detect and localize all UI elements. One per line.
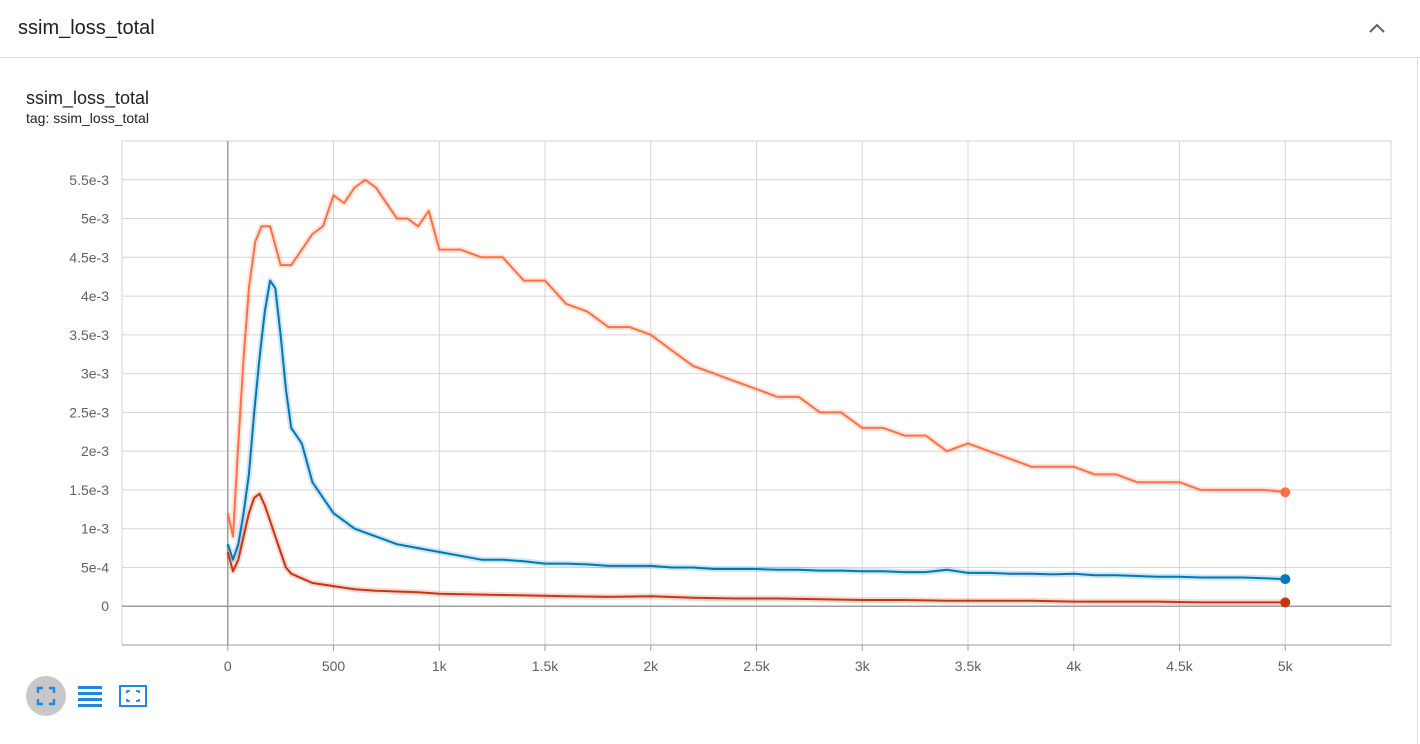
series-0-end-point: [1280, 487, 1291, 498]
y-tick-label: 4.5e-3: [69, 249, 109, 265]
y-tick-label: 5.5e-3: [69, 172, 109, 188]
y-tick-label: 2e-3: [81, 443, 109, 459]
chart-card-tag: tag: ssim_loss_total: [26, 110, 149, 126]
x-tick-label: 1k: [432, 658, 448, 674]
x-tick-label: 500: [322, 658, 346, 674]
series-1-end-point: [1280, 574, 1291, 585]
y-tick-label: 1.5e-3: [69, 482, 109, 498]
toggle-log-scale-icon: [78, 686, 102, 707]
x-tick-label: 3k: [855, 658, 871, 674]
y-tick-label: 1e-3: [81, 521, 109, 537]
section-header: ssim_loss_total: [0, 0, 1420, 58]
y-tick-label: 4e-3: [81, 288, 109, 304]
series-2-line: [226, 492, 1286, 604]
fit-domain-button[interactable]: [26, 676, 66, 716]
expand-chart-button[interactable]: [113, 676, 153, 716]
y-tick-label: 5e-3: [81, 211, 109, 227]
y-tick-label: 3.5e-3: [69, 327, 109, 343]
series-2-end-point: [1280, 597, 1291, 608]
x-tick-label: 0: [224, 658, 232, 674]
chart-card-title: ssim_loss_total: [26, 88, 150, 108]
y-tick-label: 0: [101, 598, 109, 614]
y-tick-label: 5e-4: [81, 559, 109, 575]
x-tick-label: 4k: [1066, 658, 1082, 674]
x-tick-label: 1.5k: [532, 658, 559, 674]
x-tick-label: 2.5k: [743, 658, 770, 674]
chart-card: ssim_loss_total tag: ssim_loss_total: [0, 58, 1418, 744]
toggle-log-scale-button[interactable]: [70, 676, 110, 716]
fit-domain-icon: [36, 686, 56, 706]
chevron-up-icon[interactable]: [1366, 18, 1388, 40]
x-tick-label: 3.5k: [955, 658, 982, 674]
expand-icon: [119, 685, 147, 707]
y-tick-label: 3e-3: [81, 366, 109, 382]
x-tick-label: 5k: [1278, 658, 1294, 674]
series-1-line: [226, 279, 1286, 581]
x-tick-label: 4.5k: [1166, 658, 1193, 674]
y-tick-label: 2.5e-3: [69, 404, 109, 420]
x-tick-label: 2k: [643, 658, 659, 674]
series-0-line: [226, 178, 1286, 538]
section-title: ssim_loss_total: [18, 17, 155, 39]
